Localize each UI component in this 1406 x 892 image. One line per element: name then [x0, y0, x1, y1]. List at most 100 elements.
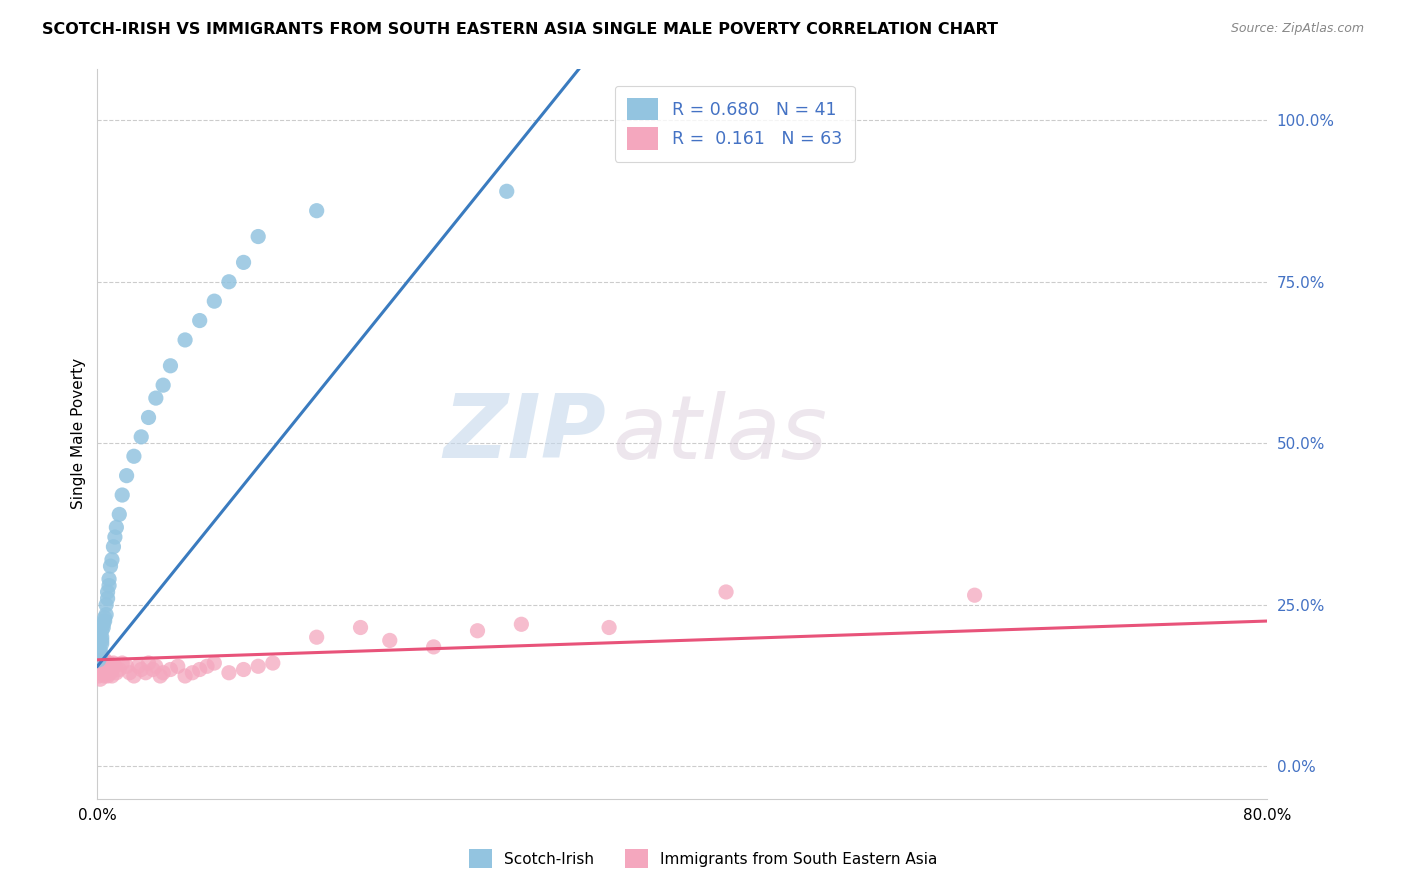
Point: [100, 559, 122, 574]
Point: [145, 391, 167, 405]
Point: [627, 133, 650, 147]
Point: [94, 656, 117, 670]
Point: [305, 630, 328, 644]
Point: [90, 633, 112, 648]
Point: [232, 255, 254, 269]
Point: [598, 620, 620, 634]
Point: [232, 663, 254, 677]
Point: [111, 656, 134, 670]
Point: [247, 229, 270, 244]
Text: Source: ZipAtlas.com: Source: ZipAtlas.com: [1230, 22, 1364, 36]
Point: [98, 572, 121, 586]
Point: [89, 663, 111, 677]
Point: [89, 656, 111, 670]
Point: [90, 659, 112, 673]
Point: [714, 585, 737, 599]
Point: [262, 656, 284, 670]
Point: [218, 665, 240, 680]
Point: [495, 184, 517, 198]
Point: [174, 333, 197, 347]
Point: [152, 378, 174, 392]
Point: [115, 468, 138, 483]
Text: ZIP: ZIP: [443, 390, 606, 477]
Point: [91, 663, 114, 677]
Point: [93, 611, 115, 625]
Point: [101, 669, 124, 683]
Point: [90, 653, 112, 667]
Point: [159, 359, 181, 373]
Point: [93, 669, 115, 683]
Point: [118, 665, 141, 680]
Point: [89, 643, 111, 657]
Point: [91, 665, 114, 680]
Point: [129, 430, 152, 444]
Point: [218, 275, 240, 289]
Point: [97, 591, 120, 606]
Legend: Scotch-Irish, Immigrants from South Eastern Asia: Scotch-Irish, Immigrants from South East…: [461, 841, 945, 875]
Point: [90, 656, 112, 670]
Point: [98, 578, 121, 592]
Point: [90, 637, 112, 651]
Point: [89, 665, 111, 680]
Point: [94, 598, 117, 612]
Point: [89, 649, 111, 664]
Point: [138, 656, 160, 670]
Point: [97, 669, 120, 683]
Point: [467, 624, 489, 638]
Point: [122, 669, 145, 683]
Point: [101, 552, 124, 566]
Point: [111, 488, 134, 502]
Point: [510, 617, 533, 632]
Point: [97, 665, 120, 680]
Point: [115, 659, 138, 673]
Point: [181, 665, 204, 680]
Point: [166, 659, 188, 673]
Point: [305, 203, 328, 218]
Point: [90, 663, 112, 677]
Point: [89, 672, 111, 686]
Point: [90, 624, 112, 638]
Point: [104, 530, 127, 544]
Point: [89, 646, 111, 660]
Point: [129, 663, 152, 677]
Point: [98, 656, 121, 670]
Point: [87, 669, 110, 683]
Point: [90, 630, 112, 644]
Point: [138, 410, 160, 425]
Point: [100, 665, 122, 680]
Point: [108, 663, 131, 677]
Text: atlas: atlas: [612, 391, 827, 476]
Point: [963, 588, 986, 602]
Point: [93, 665, 115, 680]
Point: [94, 663, 117, 677]
Point: [349, 620, 371, 634]
Point: [103, 540, 125, 554]
Text: SCOTCH-IRISH VS IMMIGRANTS FROM SOUTH EASTERN ASIA SINGLE MALE POVERTY CORRELATI: SCOTCH-IRISH VS IMMIGRANTS FROM SOUTH EA…: [42, 22, 998, 37]
Point: [97, 585, 120, 599]
Point: [100, 659, 122, 673]
Point: [378, 633, 401, 648]
Point: [87, 653, 110, 667]
Point: [202, 656, 225, 670]
Point: [93, 614, 115, 628]
Point: [94, 607, 117, 622]
Point: [91, 617, 114, 632]
Point: [94, 659, 117, 673]
Point: [188, 663, 211, 677]
Point: [127, 659, 149, 673]
Point: [174, 669, 197, 683]
Point: [422, 640, 444, 654]
Point: [108, 508, 131, 522]
Point: [188, 313, 211, 327]
Point: [135, 665, 157, 680]
Point: [202, 294, 225, 309]
Y-axis label: Single Male Poverty: Single Male Poverty: [72, 358, 86, 509]
Point: [195, 659, 218, 673]
Point: [105, 665, 128, 680]
Point: [91, 620, 114, 634]
Legend: R = 0.680   N = 41, R =  0.161   N = 63: R = 0.680 N = 41, R = 0.161 N = 63: [614, 86, 855, 161]
Point: [122, 449, 145, 463]
Point: [93, 653, 115, 667]
Point: [105, 520, 128, 534]
Point: [98, 663, 121, 677]
